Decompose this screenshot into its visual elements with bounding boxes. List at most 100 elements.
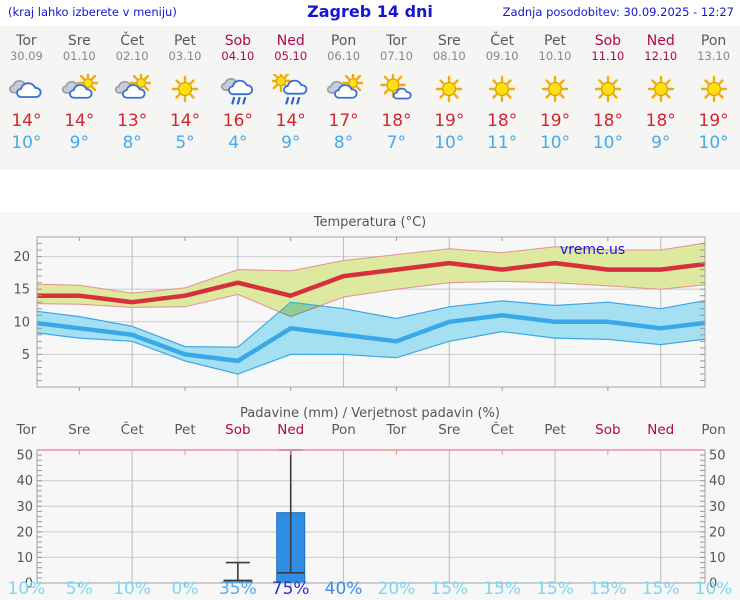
svg-text:Pon: Pon [701,422,725,438]
forecast-day-column: Ned 05.10 14° 9° [264,26,317,170]
precip-probability-value: 15% [536,579,574,599]
precip-probability-value: 15% [588,579,627,599]
max-temp-value: 18° [381,111,412,131]
svg-text:Pon: Pon [331,422,355,438]
precip-probability-value: 15% [483,579,522,599]
day-date-label: 06.10 [327,49,361,63]
svg-text:Ned: Ned [277,422,304,438]
min-temp-value: 10° [434,133,465,153]
min-temp-value: 10° [539,133,571,153]
min-temp-value: 8° [122,133,142,153]
svg-text:Ned: Ned [647,422,674,438]
sun-shape [647,75,674,103]
precip-probability-value: 40% [324,579,363,599]
day-name-label: Tor [16,33,37,49]
forecast-day-column: Sob 11.10 18° 10° [581,26,634,170]
svg-text:50: 50 [709,449,726,464]
min-temp-value: 10° [698,133,729,153]
day-name-label: Pet [173,33,197,49]
weather-icon-box [264,74,317,106]
svg-text:15: 15 [13,283,30,298]
svg-text:10: 10 [16,551,33,566]
watermark-link[interactable]: vreme.us [560,242,625,258]
min-temp-value: 7° [386,133,407,153]
day-name-label: Ned [276,33,305,49]
svg-text:Sre: Sre [68,422,90,438]
max-temp-value: 18° [645,111,676,131]
svg-text:0: 0 [709,577,717,589]
day-date-label: 01.10 [62,49,96,63]
forecast-day-column: Tor 30.09 14° 10° [0,26,53,170]
day-date-label: 12.10 [644,49,678,63]
max-temp-value: 18° [487,111,518,131]
sun-shape [700,75,727,103]
sunny-icon [436,75,463,103]
precip-axis-ticks [37,450,705,587]
day-name-label: Pet [544,33,567,49]
max-temp-value: 14° [64,111,95,131]
last-update-text: Zadnja posodobitev: 30.09.2025 - 12:27 [502,5,734,19]
min-temp-value: 11° [487,133,518,153]
sunny-icon [594,75,622,103]
svg-text:20: 20 [709,525,726,540]
precip-probability-value: 5% [65,579,93,599]
partly-cloudy-icon [62,74,99,99]
min-temp-value: 9° [281,133,301,153]
day-name-label: Pon [700,33,727,49]
sunny-icon [171,75,199,103]
svg-text:Tor: Tor [16,422,37,438]
day-name-label: Čet [120,33,145,49]
max-temp-value: 16° [222,111,253,131]
day-date-label: 13.10 [697,49,731,63]
day-date-label: 03.10 [168,49,202,63]
sun-shape [171,75,199,103]
svg-text:50: 50 [16,449,33,464]
precip-probability-value: 75% [271,579,310,599]
precip-probability-value: 10% [694,579,733,599]
max-temp-value: 19° [539,111,571,131]
forecast-day-column: Sob 04.10 16° 4° [211,26,264,170]
day-name-label: Ned [646,33,675,49]
day-date-label: 05.10 [274,49,308,63]
svg-text:Tor: Tor [386,422,407,438]
precip-probability-row: 10% 5% 10% 0% 35% 75% 40% 20% 15% 15% 15% 15% 15% 10% [0,580,740,600]
svg-text:20: 20 [13,250,30,265]
day-date-label: 09.10 [485,49,519,63]
svg-text:10: 10 [709,551,726,566]
sunny-icon [647,75,674,103]
forecast-day-column: Tor 07.10 18° 7° [370,26,423,170]
sunny-icon [488,75,516,103]
day-date-label: 11.10 [591,49,625,63]
weather-icon-box [159,74,212,106]
forecast-day-column: Pet 03.10 14° 5° [159,26,212,170]
max-temp-value: 14° [275,111,306,131]
svg-text:10: 10 [13,315,30,330]
weather-icon-box [634,74,687,106]
precip-probability-value: 10% [7,579,46,599]
weather-icon-box [317,74,370,106]
rain-icon [220,77,253,105]
min-temp-value: 9° [651,133,671,153]
mostly-sunny-icon [380,74,413,100]
min-temp-value: 8° [333,133,354,153]
weather-icon-box [211,74,264,106]
partly-cloudy-icon [115,74,152,99]
page-title: Zagreb 14 dni [307,2,433,21]
min-temp-value: 4° [228,133,248,153]
svg-text:Čet: Čet [121,420,144,438]
svg-text:Sre: Sre [438,422,460,438]
temp-axis-ticks [37,237,705,391]
max-temp-value: 13° [117,111,148,131]
day-date-label: 08.10 [432,49,466,63]
sunny-icon [700,75,727,103]
max-temp-value: 14° [11,111,42,131]
day-name-label: Tor [386,33,407,49]
svg-text:30: 30 [16,500,33,515]
precip-probability-value: 35% [218,579,257,599]
weather-icon-box [476,74,529,106]
min-temp-value: 10° [592,133,623,153]
svg-text:30: 30 [709,500,726,515]
weather-icon-box [529,74,582,106]
day-date-label: 10.10 [538,49,572,63]
weather-icon-box [581,74,634,106]
